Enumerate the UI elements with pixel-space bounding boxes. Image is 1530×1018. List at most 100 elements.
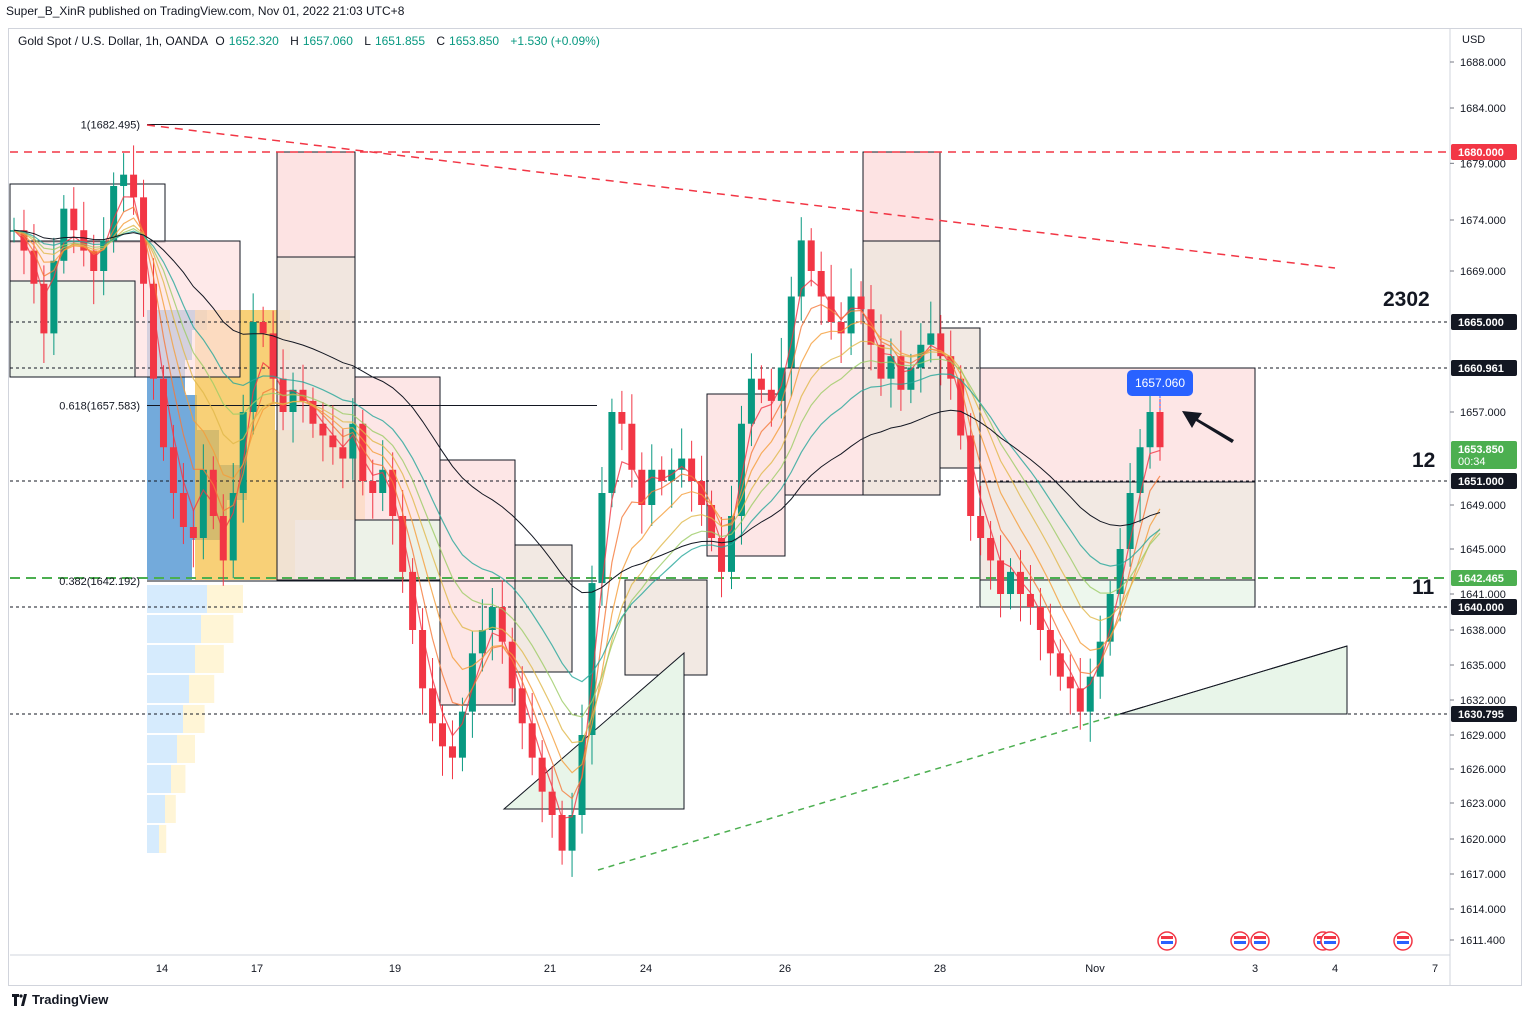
- candle-body: [349, 423, 357, 459]
- candle-body: [698, 481, 706, 505]
- zone-box: [979, 367, 1256, 483]
- candle-body: [1007, 571, 1015, 594]
- candle-body: [757, 378, 765, 390]
- y-axis-tick-label: 1623.000: [1460, 798, 1506, 810]
- candle-body: [458, 711, 466, 758]
- candle-body: [189, 527, 197, 538]
- volume-profile-bar: [147, 705, 183, 733]
- x-axis-tick-label: 3: [1252, 963, 1258, 975]
- candle-body: [907, 367, 915, 390]
- y-axis-tick-label: 1657.000: [1460, 407, 1506, 419]
- candle-body: [379, 469, 387, 493]
- y-axis-tick-label: 1632.000: [1460, 695, 1506, 707]
- candle-body: [219, 516, 227, 561]
- candle-body: [668, 469, 676, 481]
- economic-event-icon-stripe: [1161, 936, 1173, 939]
- candle-body: [1036, 607, 1044, 630]
- candle-body: [837, 322, 845, 334]
- volume-profile-bar: [147, 675, 189, 703]
- candle-body: [1146, 412, 1154, 448]
- candle-body: [199, 469, 207, 538]
- candle-body: [598, 493, 606, 584]
- candle-body: [429, 688, 437, 724]
- candle-body: [1136, 447, 1144, 493]
- price-label-box: [1451, 599, 1517, 615]
- y-axis-tick-label: 1614.000: [1460, 904, 1506, 916]
- zone-box: [276, 151, 356, 258]
- candle-body: [150, 283, 158, 379]
- open-value: O 1652.320: [215, 34, 279, 48]
- candle-body: [877, 344, 885, 379]
- candle-body: [159, 378, 167, 448]
- economic-event-icon-stripe: [1234, 936, 1246, 939]
- volume-profile-bar: [189, 675, 215, 703]
- volume-profile-bar: [147, 645, 195, 673]
- price-label-text: 1665.000: [1458, 317, 1504, 329]
- candle-body: [478, 630, 486, 654]
- y-axis-tick-label: 1620.000: [1460, 834, 1506, 846]
- tradingview-logo[interactable]: TradingView: [12, 992, 108, 1007]
- candle-body: [60, 208, 68, 261]
- y-axis-tick-label: 1638.000: [1460, 625, 1506, 637]
- candle-body: [568, 815, 576, 851]
- ema-ribbon-line: [13, 217, 1161, 774]
- volume-profile-bar: [195, 645, 224, 673]
- candle-body: [1056, 653, 1064, 677]
- price-label-text: 1642.465: [1458, 573, 1504, 585]
- candle-body: [708, 505, 716, 538]
- symbol-name[interactable]: Gold Spot / U.S. Dollar, 1h, OANDA: [18, 34, 209, 48]
- x-axis-tick-label: 14: [156, 963, 168, 975]
- zone-box: [439, 459, 516, 706]
- candle-body: [448, 746, 456, 758]
- economic-event-icon-stripe: [1254, 936, 1266, 939]
- x-axis-tick-label: 4: [1332, 963, 1338, 975]
- chart-frame[interactable]: [8, 28, 1522, 986]
- candle-body: [528, 723, 536, 758]
- candle-body: [329, 435, 337, 448]
- candle-body: [747, 378, 755, 424]
- zone-box: [276, 256, 356, 581]
- candle-body: [1106, 594, 1114, 642]
- published-header: Super_B_XinR published on TradingView.co…: [6, 4, 405, 18]
- candle-body: [30, 250, 38, 284]
- candle-body: [538, 757, 546, 792]
- y-axis-tick-label: 1617.000: [1460, 869, 1506, 881]
- x-axis-tick-label: Nov: [1085, 963, 1105, 975]
- candle-body: [648, 469, 656, 505]
- candle-body: [797, 240, 805, 297]
- candle-body: [70, 208, 78, 231]
- symbol-legend[interactable]: Gold Spot / U.S. Dollar, 1h, OANDA O 1652…: [18, 34, 604, 48]
- candle-body: [688, 458, 696, 481]
- candle-body: [120, 174, 128, 186]
- candle-body: [229, 493, 237, 561]
- candle-body: [359, 423, 367, 481]
- volume-profile-bar: [207, 585, 243, 613]
- y-axis-tick-label: 1684.000: [1460, 103, 1506, 115]
- candle-body: [50, 260, 58, 334]
- y-axis-tick-label: 1649.000: [1460, 500, 1506, 512]
- price-label-box: [1451, 570, 1517, 586]
- candle-body: [1086, 676, 1094, 712]
- volume-profile-bar: [183, 705, 205, 733]
- ema-ribbon-line: [13, 224, 1161, 744]
- candle-body: [987, 538, 995, 561]
- candle-body: [827, 296, 835, 322]
- tradingview-logo-icon: [12, 993, 27, 1006]
- candle-body: [887, 356, 895, 379]
- economic-event-icon-stripe: [1234, 941, 1246, 944]
- downtrend-line: [146, 124, 1336, 269]
- candle-body: [110, 186, 118, 241]
- fib-label: 0.382(1642.192): [59, 576, 140, 588]
- candle-body: [389, 469, 397, 516]
- price-label-text: 1630.795: [1458, 709, 1504, 721]
- candle-body: [1116, 549, 1124, 594]
- candle-body: [967, 435, 975, 516]
- zone-box: [624, 579, 708, 676]
- zone-box: [354, 519, 441, 581]
- volume-profile-bar: [147, 765, 171, 793]
- candle-body: [638, 469, 646, 505]
- y-axis-tick-label: 1688.000: [1460, 57, 1506, 69]
- y-axis-tick-label: 1629.000: [1460, 730, 1506, 742]
- economic-event-icon-stripe: [1324, 941, 1336, 944]
